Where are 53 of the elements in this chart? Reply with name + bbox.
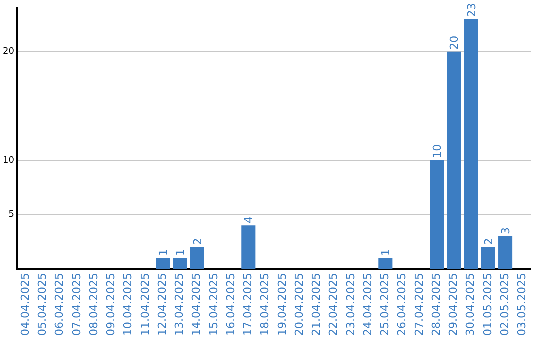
x-tick-label: 21.04.2025 [310, 273, 324, 336]
data-label: 2 [191, 238, 204, 246]
bar [173, 258, 188, 270]
data-label: 2 [482, 238, 496, 246]
bar [242, 226, 256, 270]
y-tick-label: 5 [8, 210, 14, 220]
x-tick-label: 29.04.2025 [447, 273, 460, 336]
bar [430, 160, 444, 270]
bar [447, 52, 462, 270]
x-tick-label: 26.04.2025 [396, 273, 409, 336]
x-tick-label: 14.04.2025 [190, 273, 204, 336]
data-label: 1 [174, 249, 188, 256]
x-tick-label: 02.05.2025 [498, 273, 512, 336]
x-tick-label: 08.04.2025 [87, 273, 100, 336]
bar [190, 247, 204, 270]
bar [156, 258, 170, 270]
x-tick-label: 09.04.2025 [104, 273, 118, 336]
data-label: 23 [465, 3, 478, 18]
x-tick-label: 01.05.2025 [481, 273, 494, 336]
data-label: 1 [380, 249, 393, 256]
bar [464, 19, 478, 270]
bar [498, 236, 513, 270]
data-label: 3 [500, 227, 513, 234]
x-tick-label: 11.04.2025 [138, 273, 152, 336]
x-tick-label: 22.04.2025 [327, 273, 340, 336]
y-tick-label: 10 [3, 156, 15, 166]
x-tick-label: 13.04.2025 [173, 273, 186, 336]
x-tick-label: 25.04.2025 [378, 273, 392, 336]
x-tick-label: 15.04.2025 [207, 273, 220, 336]
x-tick-label: 06.04.2025 [53, 273, 66, 336]
x-tick-label: 19.04.2025 [276, 273, 289, 336]
x-tick-label: 16.04.2025 [224, 273, 238, 336]
bar [378, 258, 393, 270]
y-tick-label: 20 [3, 47, 15, 58]
x-tick-label: 17.04.2025 [242, 273, 255, 336]
x-tick-label: 24.04.2025 [361, 273, 374, 336]
x-tick-label: 12.04.2025 [156, 273, 169, 336]
x-tick-label: 23.04.2025 [344, 273, 358, 336]
x-tick-label: 05.04.2025 [36, 273, 49, 336]
x-tick-label: 07.04.2025 [70, 273, 84, 336]
data-label: 20 [448, 36, 462, 50]
data-label: 1 [157, 249, 170, 256]
x-tick-label: 28.04.2025 [430, 273, 443, 336]
x-tick-label: 10.04.2025 [122, 273, 135, 336]
x-tick-label: 20.04.2025 [292, 273, 306, 336]
bar [481, 247, 496, 270]
data-label: 10 [431, 144, 444, 158]
x-tick-label: 03.05.2025 [516, 273, 529, 336]
x-tick-label: 04.04.2025 [18, 273, 32, 336]
data-label: 4 [242, 216, 256, 224]
x-tick-label: 18.04.2025 [258, 273, 272, 336]
x-tick-label: 30.04.2025 [464, 273, 478, 336]
x-tick-label: 27.04.2025 [412, 273, 426, 336]
